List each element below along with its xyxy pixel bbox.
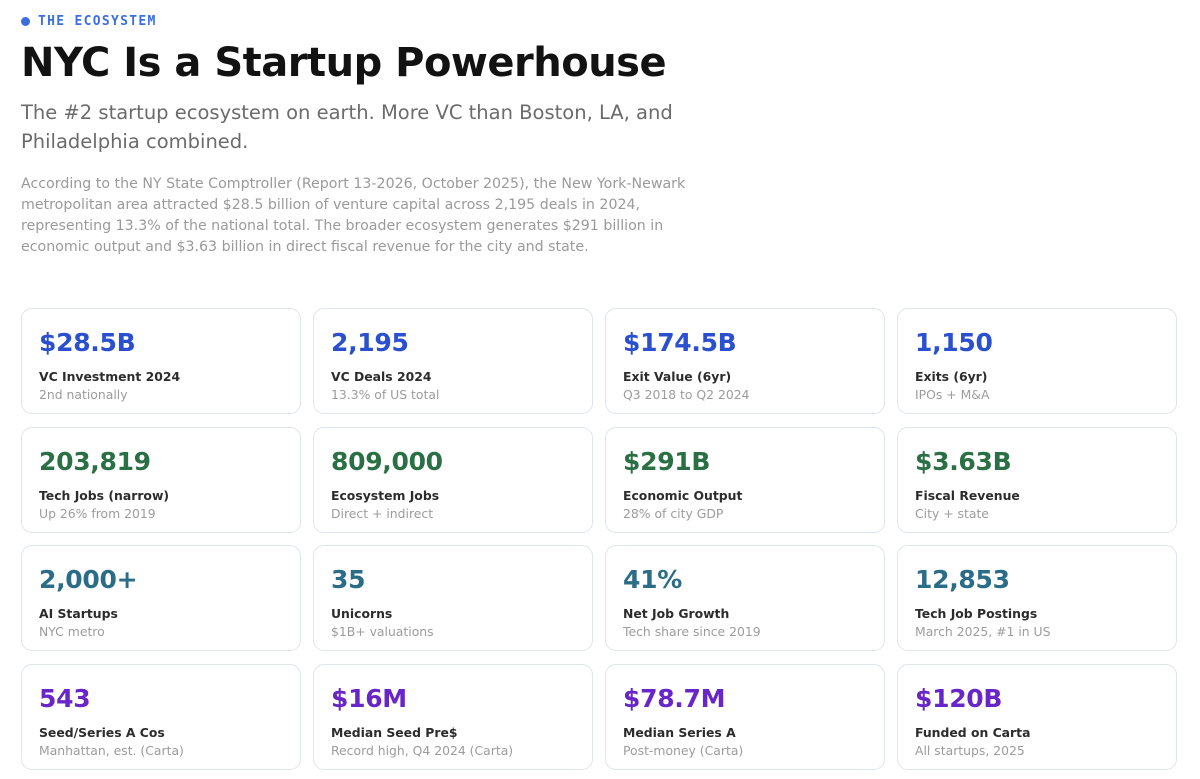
stat-card: 12,853 Tech Job Postings March 2025, #1 … (897, 545, 1177, 651)
eyebrow-label: THE ECOSYSTEM (38, 14, 157, 29)
stat-title: Exits (6yr) (915, 369, 988, 384)
stat-card: 203,819 Tech Jobs (narrow) Up 26% from 2… (21, 426, 301, 533)
stat-value: 41% (623, 565, 682, 594)
stats-grid: $28.5B VC Investment 2024 2nd nationally… (21, 308, 1177, 770)
stat-subtext: Q3 2018 to Q2 2024 (623, 387, 750, 402)
page-subtitle: The #2 startup ecosystem on earth. More … (21, 101, 673, 153)
stat-value: $78.7M (623, 683, 726, 713)
stat-title: VC Deals 2024 (331, 369, 432, 384)
stat-card: 41% Net Job Growth Tech share since 2019 (605, 545, 885, 651)
stat-value: $28.5B (39, 328, 136, 357)
stat-subtext: Post-money (Carta) (623, 742, 744, 758)
stat-subtext: IPOs + M&A (915, 387, 990, 402)
stat-card: $28.5B VC Investment 2024 2nd nationally (21, 308, 301, 414)
stat-subtext: City + state (915, 505, 989, 521)
stat-title: VC Investment 2024 (39, 369, 181, 384)
stat-value: 203,819 (39, 446, 151, 476)
stat-subtext: All startups, 2025 (915, 742, 1025, 758)
stat-title: Seed/Series A Cos (39, 724, 165, 740)
stat-subtext: Manhattan, est. (Carta) (39, 742, 184, 758)
stat-card: 543 Seed/Series A Cos Manhattan, est. (C… (21, 663, 301, 770)
stat-value: 1,150 (915, 328, 993, 357)
stat-title: Tech Jobs (narrow) (39, 487, 170, 503)
stat-title: Median Series A (623, 724, 736, 740)
stat-value: $16M (331, 683, 407, 713)
stat-card: $3.63B Fiscal Revenue City + state (897, 426, 1177, 533)
stat-title: Economic Output (623, 487, 743, 503)
stat-subtext: $1B+ valuations (331, 624, 434, 639)
stat-card: 809,000 Ecosystem Jobs Direct + indirect (313, 426, 593, 533)
stat-card: $174.5B Exit Value (6yr) Q3 2018 to Q2 2… (605, 308, 885, 414)
stat-subtext: Direct + indirect (331, 505, 434, 521)
stat-card: $78.7M Median Series A Post-money (Carta… (605, 663, 885, 770)
section-eyebrow: THE ECOSYSTEM (21, 14, 157, 29)
intro-paragraph: According to the NY State Comptroller (R… (21, 176, 686, 255)
stat-card: $120B Funded on Carta All startups, 2025 (897, 663, 1177, 770)
stat-title: Funded on Carta (915, 724, 1031, 740)
stat-value: $174.5B (623, 328, 737, 357)
stat-title: AI Startups (39, 606, 118, 621)
stat-title: Fiscal Revenue (915, 487, 1020, 503)
stat-subtext: March 2025, #1 in US (915, 624, 1051, 639)
stat-card: $16M Median Seed Pre$ Record high, Q4 20… (313, 663, 593, 770)
stat-subtext: Record high, Q4 2024 (Carta) (331, 742, 514, 758)
stat-value: 2,195 (331, 328, 409, 357)
stat-subtext: 28% of city GDP (623, 505, 724, 521)
stat-title: Ecosystem Jobs (331, 487, 440, 503)
stat-value: 809,000 (331, 446, 443, 476)
stat-card: $291B Economic Output 28% of city GDP (605, 426, 885, 533)
stat-value: $3.63B (915, 446, 1012, 476)
stat-value: 2,000+ (39, 565, 138, 594)
stat-subtext: Up 26% from 2019 (39, 505, 156, 521)
stat-title: Unicorns (331, 606, 393, 621)
stat-value: 35 (331, 565, 366, 594)
stat-subtext: Tech share since 2019 (623, 624, 761, 639)
stat-title: Tech Job Postings (915, 606, 1038, 621)
stat-title: Net Job Growth (623, 606, 730, 621)
stat-subtext: NYC metro (39, 624, 105, 639)
stat-card: 2,195 VC Deals 2024 13.3% of US total (313, 308, 593, 414)
stat-value: 12,853 (915, 565, 1010, 594)
stat-subtext: 2nd nationally (39, 387, 128, 402)
stat-title: Exit Value (6yr) (623, 369, 732, 384)
stat-title: Median Seed Pre$ (331, 724, 458, 740)
stat-card: 2,000+ AI Startups NYC metro (21, 545, 301, 651)
stat-subtext: 13.3% of US total (331, 387, 440, 402)
stat-card: 1,150 Exits (6yr) IPOs + M&A (897, 308, 1177, 414)
stat-card: 35 Unicorns $1B+ valuations (313, 545, 593, 651)
bullet-dot-icon (21, 17, 30, 26)
stat-value: 543 (39, 683, 91, 713)
stat-value: $120B (915, 683, 1003, 713)
stat-value: $291B (623, 446, 711, 476)
page-title: NYC Is a Startup Powerhouse (21, 40, 667, 86)
